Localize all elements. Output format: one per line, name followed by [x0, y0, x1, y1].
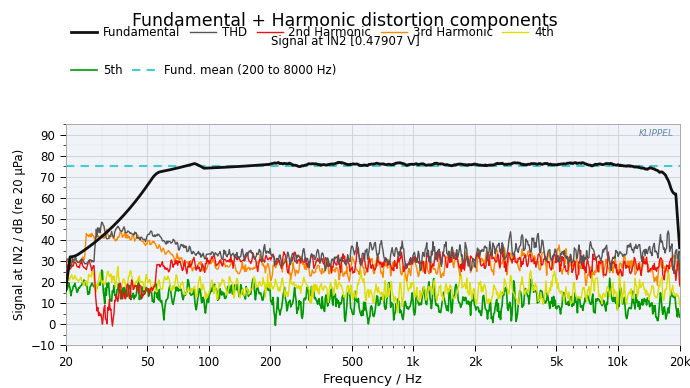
- 3rd Harmonic: [528, 252, 536, 256]
- Line: 2nd Harmonic: 2nd Harmonic: [66, 245, 680, 326]
- THD: [100, 224, 108, 229]
- THD: [97, 220, 106, 225]
- Fundamental: [61, 288, 70, 293]
- 4th: [420, 284, 428, 289]
- Line: Fundamental: Fundamental: [66, 162, 680, 291]
- Y-axis label: Signal at IN2 / dB (re 20 μPa): Signal at IN2 / dB (re 20 μPa): [13, 149, 26, 320]
- THD: [435, 247, 443, 251]
- Line: 4th: 4th: [66, 267, 680, 312]
- 5th: [454, 298, 462, 303]
- X-axis label: Frequency / Hz: Frequency / Hz: [323, 373, 422, 386]
- 2nd Harmonic: [592, 255, 600, 260]
- 5th: [592, 297, 600, 301]
- 4th: [114, 264, 122, 269]
- 2nd Harmonic: [435, 249, 443, 253]
- 3rd Harmonic: [591, 268, 599, 273]
- 4th: [61, 295, 70, 300]
- Fundamental: [419, 161, 427, 166]
- Line: 3rd Harmonic: 3rd Harmonic: [66, 229, 680, 286]
- 5th: [676, 315, 684, 319]
- 4th: [454, 284, 462, 289]
- Legend: 5th, Fund. mean (200 to 8000 Hz): 5th, Fund. mean (200 to 8000 Hz): [72, 64, 337, 77]
- 2nd Harmonic: [419, 259, 427, 263]
- 3rd Harmonic: [453, 257, 462, 262]
- 5th: [97, 268, 106, 272]
- 5th: [529, 284, 537, 288]
- 4th: [435, 285, 444, 290]
- 2nd Harmonic: [99, 315, 108, 319]
- Fundamental: [435, 162, 443, 166]
- 4th: [676, 303, 684, 308]
- Fundamental: [591, 162, 599, 166]
- 3rd Harmonic: [676, 284, 684, 288]
- 5th: [100, 294, 108, 299]
- 4th: [592, 276, 600, 281]
- 2nd Harmonic: [108, 324, 117, 328]
- Fundamental: [528, 161, 536, 166]
- 5th: [420, 284, 428, 289]
- 3rd Harmonic: [435, 260, 443, 264]
- THD: [453, 255, 462, 260]
- THD: [676, 272, 684, 277]
- 5th: [61, 294, 70, 299]
- 4th: [99, 278, 108, 283]
- THD: [61, 281, 70, 286]
- 4th: [529, 288, 537, 293]
- 5th: [271, 323, 279, 328]
- Line: 5th: 5th: [66, 270, 680, 326]
- THD: [419, 250, 427, 255]
- THD: [528, 236, 536, 240]
- 2nd Harmonic: [453, 256, 462, 261]
- 2nd Harmonic: [61, 281, 70, 286]
- Text: Fundamental + Harmonic distortion components: Fundamental + Harmonic distortion compon…: [132, 12, 558, 29]
- Fundamental: [99, 233, 108, 238]
- Fundamental: [676, 246, 684, 250]
- 5th: [435, 309, 444, 314]
- Fundamental: [453, 162, 462, 166]
- 2nd Harmonic: [498, 243, 506, 248]
- 2nd Harmonic: [529, 258, 537, 263]
- Text: Signal at IN2 [0.47907 V]: Signal at IN2 [0.47907 V]: [270, 35, 420, 48]
- Fundamental: [334, 160, 342, 165]
- 4th: [393, 310, 402, 315]
- 2nd Harmonic: [676, 282, 684, 287]
- 3rd Harmonic: [61, 282, 70, 286]
- Line: THD: THD: [66, 222, 680, 284]
- THD: [591, 255, 599, 260]
- 3rd Harmonic: [103, 227, 111, 232]
- Text: KLIPPEL: KLIPPEL: [638, 128, 673, 138]
- 3rd Harmonic: [419, 270, 427, 274]
- 3rd Harmonic: [99, 236, 108, 241]
